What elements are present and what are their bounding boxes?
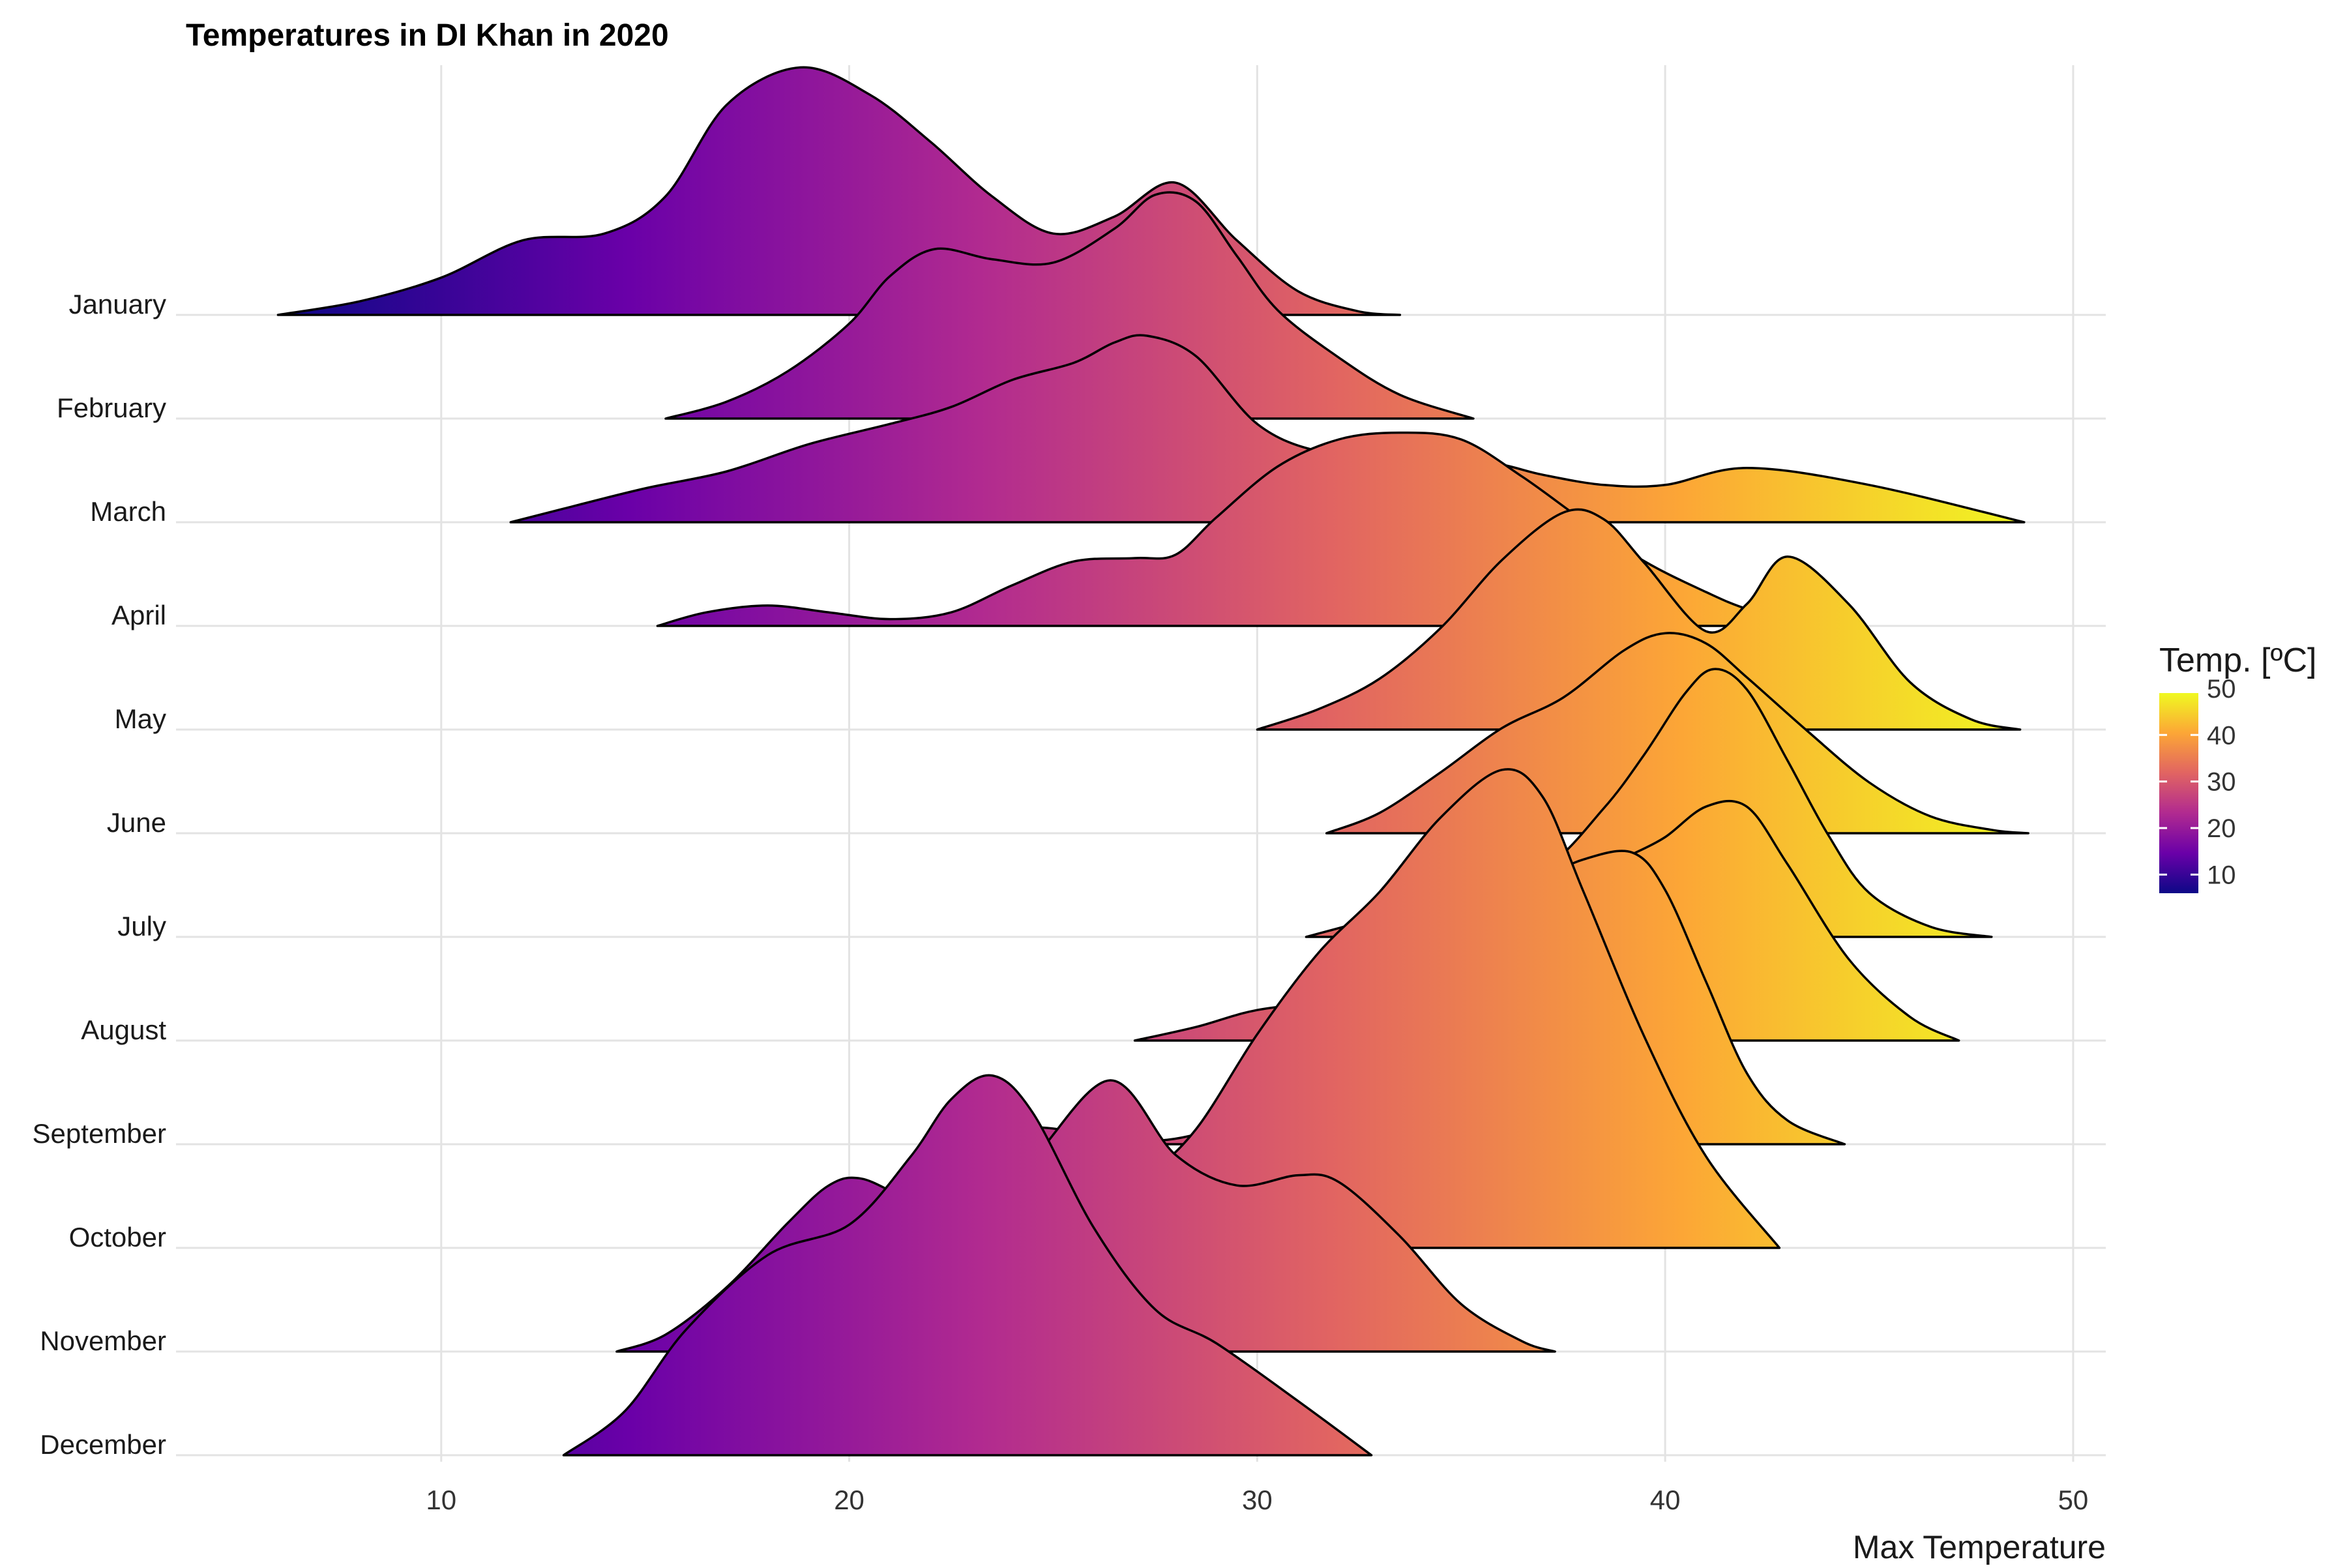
ridge-march (509, 334, 2026, 524)
x-tick-label: 10 (426, 1485, 456, 1515)
month-label-may: May (115, 703, 166, 734)
x-axis-ticks: 10 20 30 40 50 (426, 1485, 2088, 1515)
legend-tick-label: 40 (2207, 721, 2236, 750)
legend-tick-label: 10 (2207, 861, 2236, 889)
month-label-december: December (40, 1429, 166, 1460)
month-label-september: September (33, 1118, 166, 1149)
ridges (276, 66, 2030, 1457)
ridge-may (1256, 508, 2022, 731)
x-tick-label: 40 (1650, 1485, 1681, 1515)
legend-ticks: 10 20 30 40 50 (2159, 675, 2236, 889)
color-legend: Temp. [ºC] 10 20 30 40 50 (2159, 642, 2317, 893)
legend-tick-label: 30 (2207, 768, 2236, 797)
legend-colorbar (2159, 693, 2198, 893)
month-label-february: February (57, 392, 166, 423)
month-labels: January February March April May June July Augu… (33, 289, 167, 1460)
ridge-february (664, 191, 1475, 420)
legend-tick-label: 50 (2207, 675, 2236, 703)
ridge-december (562, 1074, 1373, 1457)
x-tick-label: 20 (834, 1485, 864, 1515)
month-label-november: November (40, 1325, 166, 1356)
month-label-july: July (117, 911, 166, 941)
month-label-march: March (90, 496, 166, 527)
month-label-june: June (107, 807, 166, 838)
month-label-january: January (69, 289, 166, 319)
legend-title: Temp. [ºC] (2159, 642, 2317, 679)
month-label-april: April (111, 600, 166, 630)
chart-title: Temperatures in DI Khan in 2020 (186, 18, 669, 53)
x-tick-label: 50 (2058, 1485, 2089, 1515)
month-label-august: August (81, 1014, 166, 1045)
month-label-october: October (69, 1222, 166, 1252)
x-tick-label: 30 (1242, 1485, 1273, 1515)
legend-tick-label: 20 (2207, 814, 2236, 843)
x-axis-title: Max Temperature (1853, 1529, 2106, 1565)
